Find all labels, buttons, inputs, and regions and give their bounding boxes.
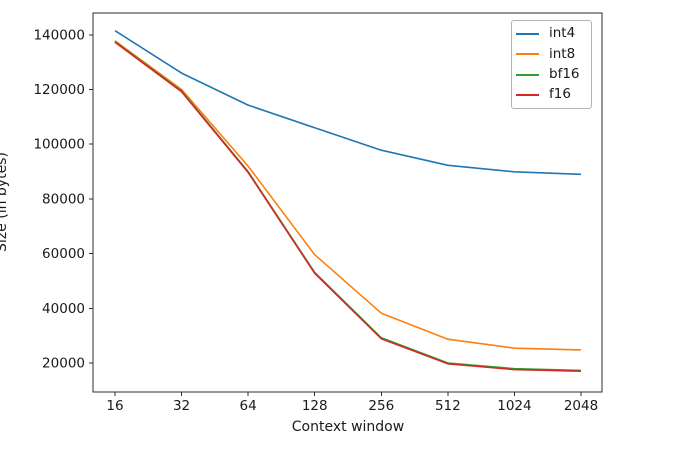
y-tick-label: 120000 bbox=[33, 82, 85, 98]
legend-line-swatch-int4 bbox=[516, 33, 539, 36]
series-line-int8 bbox=[114, 40, 582, 351]
y-tick-label: 40000 bbox=[42, 301, 85, 317]
x-tick-label: 512 bbox=[435, 398, 461, 414]
y-tick-label: 20000 bbox=[42, 356, 85, 372]
series-line-f16 bbox=[114, 41, 582, 372]
x-tick-label: 2048 bbox=[564, 398, 598, 414]
legend-item-label: int8 bbox=[549, 45, 576, 62]
legend-item-label: int4 bbox=[549, 25, 576, 42]
y-tick-label: 140000 bbox=[33, 27, 85, 43]
legend-item-label: bf16 bbox=[549, 65, 580, 82]
y-tick-label: 60000 bbox=[42, 246, 85, 262]
x-axis-label: Context window bbox=[292, 419, 404, 435]
y-tick-label: 80000 bbox=[42, 191, 85, 207]
series-line-int4 bbox=[114, 30, 582, 176]
x-tick-label: 64 bbox=[240, 398, 257, 414]
x-tick-label: 128 bbox=[302, 398, 328, 414]
x-tick-label: 16 bbox=[106, 398, 123, 414]
plot-frame bbox=[92, 12, 603, 393]
legend-item-f16: f16 bbox=[516, 85, 587, 104]
x-tick-label: 32 bbox=[173, 398, 190, 414]
legend: int4 int8 bf16 f16 bbox=[511, 20, 592, 109]
legend-line-swatch-f16 bbox=[516, 93, 539, 96]
legend-item-int4: int4 bbox=[516, 25, 587, 44]
legend-item-label: f16 bbox=[549, 86, 571, 103]
legend-item-int8: int8 bbox=[516, 45, 587, 64]
legend-line-swatch-int8 bbox=[516, 53, 539, 56]
legend-item-bf16: bf16 bbox=[516, 65, 587, 84]
y-tick-label: 100000 bbox=[33, 137, 85, 153]
legend-line-swatch-bf16 bbox=[516, 73, 539, 76]
y-axis-label: Size (in bytes) bbox=[0, 152, 10, 252]
x-tick-label: 1024 bbox=[497, 398, 531, 414]
x-tick-label: 256 bbox=[368, 398, 394, 414]
